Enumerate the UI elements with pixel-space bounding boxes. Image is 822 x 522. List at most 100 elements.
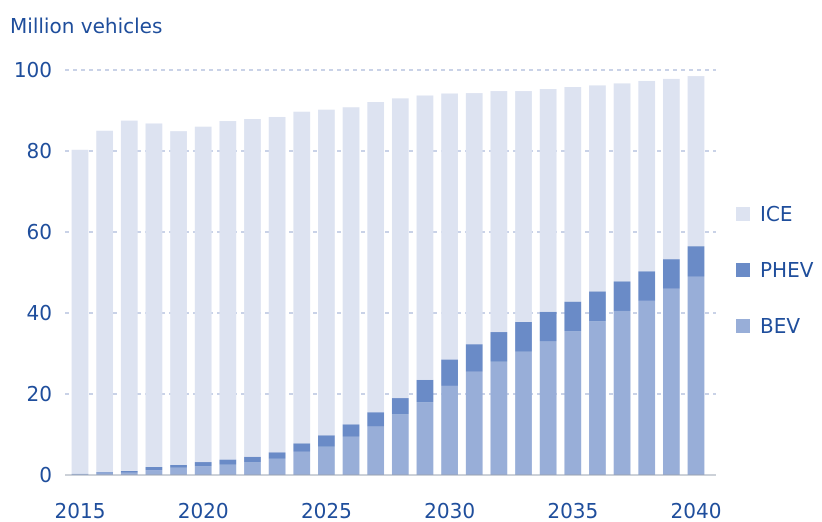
bar-ice-2022	[244, 119, 261, 457]
bar-phev-2039	[662, 259, 680, 289]
bar-phev-2018	[145, 466, 163, 471]
bar-ice-2035	[564, 87, 582, 302]
bar-phev-2040	[687, 246, 705, 277]
legend-label-phev: PHEV	[760, 258, 814, 282]
bar-phev-2022	[244, 456, 261, 463]
bar-ice-2026	[342, 107, 360, 425]
bar-phev-2031	[465, 344, 483, 372]
bar-ice-2034	[539, 89, 557, 312]
bar-ice-2015	[71, 149, 89, 474]
bar-bev-2032	[490, 361, 508, 475]
bar-phev-2020	[194, 462, 212, 467]
y-tick-label: 40	[27, 301, 52, 325]
bar-ice-2039	[662, 78, 680, 260]
x-tick-label: 2020	[178, 499, 229, 522]
x-tick-label: 2040	[671, 499, 722, 522]
bar-bev-2020	[194, 466, 212, 475]
x-tick-labels: 2015 2020 2025 2030 2035 2040	[55, 499, 722, 522]
bar-bev-2029	[416, 402, 434, 475]
bar-bev-2031	[465, 371, 483, 475]
bar-ice-2037	[613, 83, 631, 282]
legend: ICE PHEV BEV	[736, 202, 814, 338]
y-tick-label: 100	[14, 58, 52, 82]
y-tick-label: 20	[27, 382, 52, 406]
legend-label-ice: ICE	[760, 202, 793, 226]
bar-bev-2034	[539, 341, 557, 475]
bar-ice-2024	[293, 111, 311, 444]
bar-ice-2021	[219, 121, 237, 460]
bar-phev-2035	[564, 301, 582, 332]
y-axis-label: Million vehicles	[10, 14, 162, 38]
bar-ice-2016	[96, 130, 114, 473]
bar-bev-2035	[564, 331, 582, 475]
y-tick-label: 0	[39, 463, 52, 487]
legend-swatch-ice	[736, 207, 750, 221]
bar-bev-2016	[96, 473, 114, 475]
bar-ice-2019	[170, 131, 187, 465]
bar-phev-2017	[120, 470, 138, 473]
legend-swatch-bev	[736, 319, 750, 333]
bar-bev-2036	[589, 321, 606, 475]
bar-phev-2016	[96, 472, 114, 474]
bar-bev-2023	[268, 458, 286, 475]
bar-phev-2026	[342, 424, 360, 437]
bar-phev-2030	[441, 359, 458, 386]
bar-phev-2024	[293, 443, 311, 452]
bar-bev-2030	[441, 385, 458, 475]
bar-ice-2038	[638, 80, 656, 272]
bar-ice-2030	[441, 93, 458, 360]
bar-phev-2038	[638, 271, 656, 301]
x-tick-label: 2030	[424, 499, 475, 522]
bar-ice-2036	[589, 85, 606, 292]
x-tick-label: 2035	[547, 499, 598, 522]
bar-phev-2027	[367, 412, 385, 427]
bars	[71, 76, 705, 475]
x-tick-label: 2015	[55, 499, 106, 522]
bar-phev-2036	[589, 291, 606, 322]
bar-phev-2025	[318, 435, 335, 447]
y-tick-label: 60	[27, 220, 52, 244]
legend-label-bev: BEV	[760, 314, 800, 338]
y-tick-label: 80	[27, 139, 52, 163]
bar-ice-2027	[367, 101, 385, 413]
bar-bev-2028	[391, 414, 409, 475]
bar-bev-2026	[342, 436, 360, 475]
bar-phev-2033	[515, 321, 532, 352]
bar-ice-2023	[268, 116, 286, 453]
bar-phev-2023	[268, 452, 286, 459]
bar-phev-2032	[490, 332, 508, 362]
bar-phev-2021	[219, 459, 237, 465]
bar-ice-2018	[145, 123, 163, 467]
bar-phev-2034	[539, 311, 557, 342]
bar-bev-2024	[293, 451, 311, 475]
bar-phev-2037	[613, 281, 631, 311]
bar-bev-2039	[662, 288, 680, 475]
bar-ice-2040	[687, 76, 705, 247]
bar-ice-2031	[465, 93, 483, 345]
bar-ice-2017	[120, 120, 138, 471]
bar-bev-2025	[318, 446, 335, 475]
bar-bev-2027	[367, 426, 385, 475]
bar-bev-2017	[120, 472, 138, 475]
bar-bev-2040	[687, 276, 705, 475]
bar-ice-2033	[515, 91, 532, 322]
bar-bev-2022	[244, 462, 261, 475]
bar-ice-2029	[416, 95, 434, 380]
bar-bev-2019	[170, 467, 187, 475]
bar-bev-2021	[219, 464, 237, 475]
bar-ice-2028	[391, 98, 409, 399]
bar-bev-2037	[613, 310, 631, 475]
bar-bev-2038	[638, 300, 656, 475]
bar-bev-2018	[145, 470, 163, 475]
bar-ice-2032	[490, 91, 508, 333]
bar-ice-2025	[318, 109, 335, 436]
bar-phev-2028	[391, 398, 409, 415]
x-tick-label: 2025	[301, 499, 352, 522]
bar-phev-2029	[416, 379, 434, 403]
bar-phev-2019	[170, 464, 187, 468]
legend-swatch-phev	[736, 263, 750, 277]
bar-ice-2020	[194, 126, 212, 463]
bar-bev-2033	[515, 351, 532, 475]
y-tick-labels: 0 20 40 60 80 100	[14, 58, 52, 487]
